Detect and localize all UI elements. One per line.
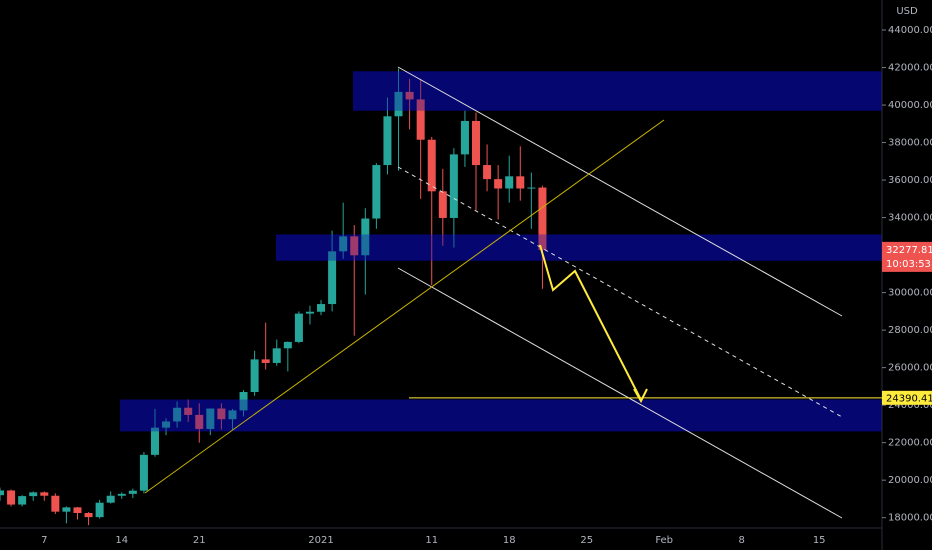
candle-body bbox=[427, 139, 436, 192]
candles bbox=[0, 68, 547, 526]
candle-body bbox=[472, 120, 481, 166]
candle-body bbox=[195, 414, 204, 429]
y-tick-label: 24000.00 bbox=[888, 400, 932, 411]
y-tick-label: 42000.00 bbox=[888, 63, 932, 74]
candle-body bbox=[51, 495, 60, 512]
y-tick-label: 30000.00 bbox=[888, 288, 932, 299]
x-tick-label: 25 bbox=[580, 535, 593, 546]
last-price-label: 32277.81 bbox=[886, 245, 932, 256]
candle-body bbox=[405, 91, 414, 100]
y-tick-label: 38000.00 bbox=[888, 138, 932, 149]
candle-body bbox=[84, 512, 93, 518]
x-tick-label: 8 bbox=[739, 535, 745, 546]
candle-body bbox=[217, 408, 226, 420]
candle-body bbox=[494, 179, 503, 189]
candle-body bbox=[483, 165, 492, 180]
candle-body bbox=[283, 341, 292, 349]
candle-body bbox=[250, 359, 259, 393]
x-tick-label: 2021 bbox=[308, 535, 333, 546]
candle-body bbox=[350, 236, 359, 256]
x-tick-label: Feb bbox=[655, 535, 673, 546]
x-tick-label: 7 bbox=[41, 535, 47, 546]
price-zone-tint bbox=[120, 399, 882, 432]
candle-body bbox=[62, 507, 71, 512]
marker-label-box bbox=[882, 390, 932, 405]
candle-body bbox=[18, 496, 27, 505]
candle-body bbox=[361, 218, 370, 256]
x-tick-label: 21 bbox=[193, 535, 206, 546]
zones bbox=[120, 71, 882, 432]
candle-body bbox=[516, 176, 525, 189]
candle-body bbox=[29, 492, 38, 497]
x-tick-label: 18 bbox=[503, 535, 516, 546]
y-tick-label: 20000.00 bbox=[888, 475, 932, 486]
candle-body bbox=[505, 176, 514, 189]
drawings bbox=[144, 66, 843, 519]
candle-body bbox=[272, 348, 281, 363]
candle-body bbox=[383, 116, 392, 166]
countdown: 10:03:53 bbox=[886, 259, 931, 270]
candle-body bbox=[438, 191, 447, 218]
candle-body bbox=[117, 493, 126, 496]
candle-body bbox=[7, 490, 16, 505]
candle-body bbox=[339, 236, 348, 252]
last-price-box bbox=[882, 241, 932, 272]
y-tick-label: 36000.00 bbox=[888, 175, 932, 186]
candle-body bbox=[239, 392, 248, 411]
projection-arrow bbox=[539, 244, 641, 399]
candle-body bbox=[150, 427, 159, 455]
trend-line bbox=[144, 119, 665, 494]
candle-body bbox=[0, 490, 4, 496]
candle-body bbox=[449, 154, 458, 218]
candle-body bbox=[40, 492, 49, 496]
candle-body bbox=[128, 490, 137, 494]
channel-upper bbox=[397, 66, 843, 317]
candle-body bbox=[106, 495, 115, 503]
candle-body bbox=[261, 359, 270, 363]
candle-body bbox=[538, 187, 547, 250]
candle-body bbox=[305, 311, 314, 314]
channel-lower bbox=[397, 267, 843, 519]
candle-body bbox=[294, 313, 303, 342]
price-zone-tint bbox=[353, 71, 882, 111]
arrow-head bbox=[633, 388, 648, 404]
x-tick-label: 11 bbox=[425, 535, 438, 546]
marker-label: 24390.41 bbox=[886, 393, 932, 404]
candle-body bbox=[416, 99, 425, 140]
zone-overlay bbox=[120, 71, 882, 432]
candle-body bbox=[328, 251, 337, 305]
candle-body bbox=[73, 507, 82, 513]
y-tick-label: 28000.00 bbox=[888, 325, 932, 336]
candle-body bbox=[228, 410, 237, 420]
y-tick-label: 18000.00 bbox=[888, 513, 932, 524]
candle-body bbox=[162, 421, 171, 428]
candle-body bbox=[317, 304, 326, 312]
x-tick-label: 14 bbox=[115, 535, 128, 546]
candle-body bbox=[206, 408, 215, 429]
y-tick-label: 22000.00 bbox=[888, 438, 932, 449]
candle-body bbox=[139, 454, 148, 491]
candle-body bbox=[173, 407, 182, 422]
y-tick-label: 40000.00 bbox=[888, 100, 932, 111]
candle-body bbox=[527, 187, 536, 189]
candle-body bbox=[184, 407, 193, 415]
candle-body bbox=[95, 502, 104, 518]
channel-mid bbox=[397, 166, 843, 418]
candle-body bbox=[394, 91, 403, 117]
y-tick-label: 44000.00 bbox=[888, 25, 932, 36]
candle-body bbox=[372, 165, 381, 219]
x-tick-label: 15 bbox=[813, 535, 826, 546]
candle-body bbox=[460, 120, 469, 155]
price-zone-tint bbox=[276, 234, 882, 261]
y-tick-label: 34000.00 bbox=[888, 213, 932, 224]
currency: USD bbox=[896, 6, 918, 17]
y-tick-label: 26000.00 bbox=[888, 363, 932, 374]
price-zone bbox=[276, 234, 882, 261]
